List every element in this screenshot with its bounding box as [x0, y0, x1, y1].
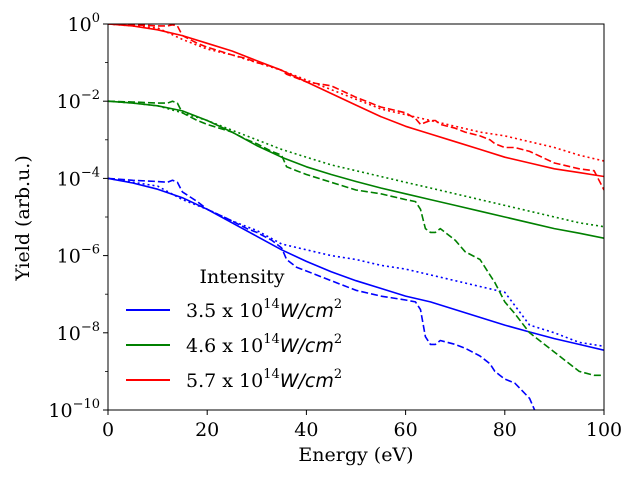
x-tick-label: 60 [394, 419, 418, 441]
x-tick-label: 0 [102, 419, 114, 441]
y-tick-label: 10−10 [48, 397, 100, 422]
y-axis-label: Yield (arb.u.) [12, 155, 34, 282]
series-3-dashed-line [108, 24, 604, 191]
x-tick-label: 40 [294, 419, 318, 441]
series-3-solid-line [108, 24, 604, 178]
series-1-solid-line [108, 177, 604, 351]
legend-entry-label: 3.5 x 1014W/cm2 [186, 297, 342, 322]
series-1-dashed-line [108, 177, 536, 410]
x-tick-label: 100 [586, 419, 622, 441]
ticks-layer: 0 20 40 60 80 100 100 10−2 10−4 10−6 10−8 10−10 [48, 11, 622, 441]
legend-title: Intensity [199, 266, 284, 288]
y-tick-label: 10−6 [57, 243, 100, 268]
legend-entries: 3.5 x 1014W/cm2 4.6 x 1014W/cm2 5.7 x 1014… [126, 297, 342, 392]
x-tick-label: 20 [195, 419, 219, 441]
x-tick-label: 80 [493, 419, 517, 441]
x-axis-label: Energy (eV) [298, 444, 413, 466]
legend-entry-label: 5.7 x 1014W/cm2 [186, 367, 342, 392]
legend-entry-label: 4.6 x 1014W/cm2 [186, 332, 342, 357]
y-tick-label: 10−2 [57, 88, 100, 113]
y-tick-label: 10−8 [57, 320, 100, 345]
y-tick-label: 100 [68, 11, 100, 36]
legend: Intensity 3.5 x 1014W/cm2 4.6 x 1014W/cm2… [126, 266, 342, 392]
series-2-dashed-line [108, 100, 604, 377]
series-3-dotted-line [108, 24, 604, 162]
series-2-solid-line [108, 100, 604, 239]
series-layer [108, 24, 604, 410]
y-tick-label: 10−4 [57, 165, 100, 190]
